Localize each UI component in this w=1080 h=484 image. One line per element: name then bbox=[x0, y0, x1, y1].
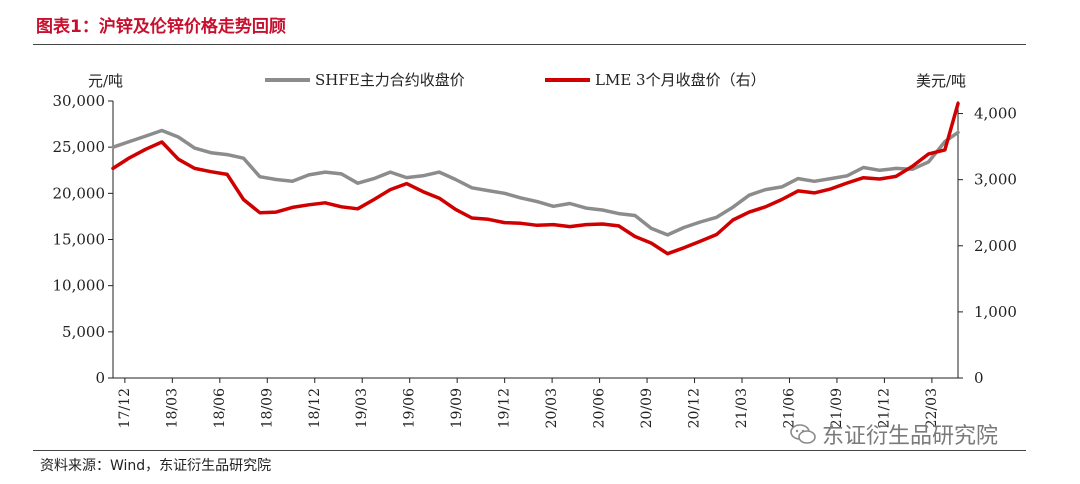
left-tick-label: 20,000 bbox=[53, 184, 106, 202]
left-tick-label: 25,000 bbox=[53, 138, 106, 156]
x-tick-label: 19/03 bbox=[354, 388, 370, 428]
left-tick-label: 5,000 bbox=[62, 323, 105, 341]
right-tick-label: 3,000 bbox=[974, 171, 1017, 189]
x-tick-label: 20/06 bbox=[592, 388, 608, 428]
source-divider bbox=[33, 450, 1026, 451]
x-tick-label: 19/09 bbox=[449, 388, 465, 428]
series-lme-line bbox=[111, 101, 960, 256]
title-divider bbox=[33, 44, 1026, 45]
source-note: 资料来源：Wind，东证衍生品研究院 bbox=[40, 458, 272, 474]
series-shfe-line bbox=[111, 128, 960, 237]
chart-title: 图表1：沪锌及伦锌价格走势回顾 bbox=[36, 17, 286, 37]
right-tick-label: 2,000 bbox=[974, 237, 1017, 255]
wechat-icon bbox=[790, 424, 816, 444]
x-tick-label: 20/09 bbox=[639, 388, 655, 428]
left-tick-label: 15,000 bbox=[53, 231, 106, 249]
left-tick-label: 30,000 bbox=[53, 92, 106, 110]
x-tick-label: 17/12 bbox=[117, 388, 133, 428]
chart-axes: 0 5,000 10,000 15,000 20,000 25,000 30,000 0 1,0… bbox=[53, 72, 1017, 428]
x-tick-label: 19/12 bbox=[497, 388, 513, 428]
legend-shfe-label: SHFE主力合约收盘价 bbox=[315, 71, 465, 89]
left-tick-label: 0 bbox=[95, 369, 105, 387]
x-tick-label: 18/12 bbox=[307, 388, 323, 428]
x-tick-label: 18/06 bbox=[212, 388, 228, 428]
right-axis-unit: 美元/吨 bbox=[916, 72, 966, 90]
x-tick-label: 20/03 bbox=[544, 388, 560, 428]
right-tick-label: 1,000 bbox=[974, 303, 1017, 321]
left-axis-unit: 元/吨 bbox=[88, 72, 123, 90]
x-tick-label: 18/03 bbox=[164, 388, 180, 428]
watermark-text: 东证衍生品研究院 bbox=[822, 424, 999, 449]
left-tick-label: 10,000 bbox=[53, 277, 106, 295]
price-chart: 0 5,000 10,000 15,000 20,000 25,000 30,000 0 1,0… bbox=[53, 71, 1017, 428]
x-tick-label: 21/12 bbox=[876, 388, 892, 428]
right-tick-label: 0 bbox=[974, 369, 984, 387]
right-tick-label: 4,000 bbox=[974, 105, 1017, 123]
x-tick-label: 18/09 bbox=[259, 388, 275, 428]
chart-series bbox=[111, 101, 960, 256]
x-tick-label: 21/09 bbox=[829, 388, 845, 428]
x-tick-label: 21/06 bbox=[781, 388, 797, 428]
x-tick-label: 19/06 bbox=[402, 388, 418, 428]
x-tick-label: 20/12 bbox=[687, 388, 703, 428]
chart-legend: SHFE主力合约收盘价 LME 3个月收盘价（右） bbox=[265, 71, 766, 89]
watermark: 东证衍生品研究院 bbox=[790, 418, 998, 450]
legend-lme-label: LME 3个月收盘价（右） bbox=[595, 71, 766, 89]
x-tick-label: 22/03 bbox=[924, 388, 940, 428]
x-tick-label: 21/03 bbox=[734, 388, 750, 428]
